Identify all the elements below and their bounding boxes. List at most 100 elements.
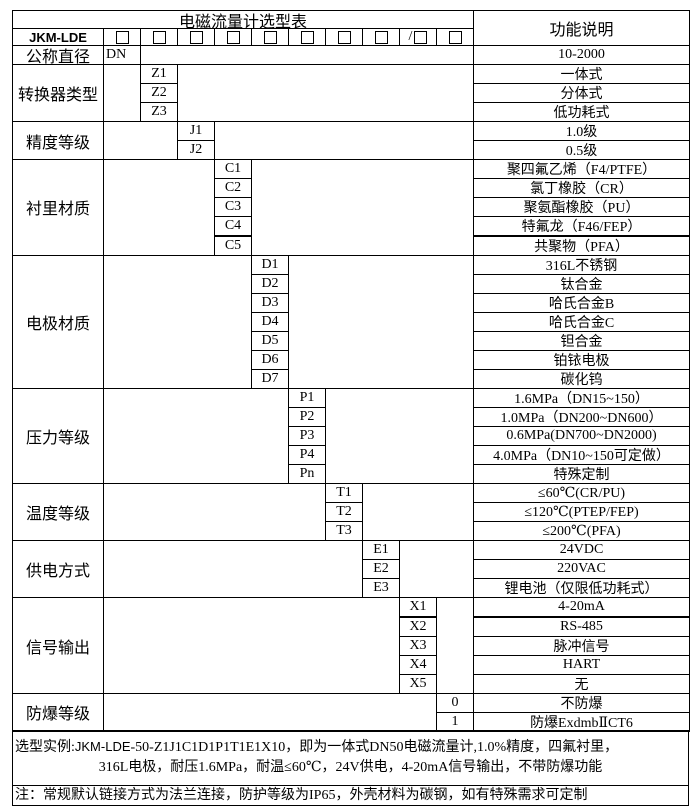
- option-code: D3: [251, 292, 289, 313]
- option-code: T1: [325, 483, 363, 504]
- option-code: Z3: [140, 102, 178, 123]
- checkbox-square-icon: [115, 30, 129, 44]
- blank-cell: [103, 692, 437, 732]
- option-function: 24VDC: [473, 540, 690, 561]
- option-function: 1.0MPa（DN200~DN600）: [473, 406, 690, 427]
- option-function: 不防爆: [473, 692, 690, 713]
- option-code: C1: [214, 159, 252, 180]
- code-slot: [103, 28, 141, 46]
- option-code: X5: [399, 673, 437, 694]
- checkbox-square-icon: [337, 30, 351, 44]
- option-function: 防爆ExdmbⅡCT6: [473, 711, 690, 732]
- option-code: T3: [325, 521, 363, 542]
- option-code: C3: [214, 197, 252, 218]
- option-code: D5: [251, 330, 289, 351]
- option-function: 无: [473, 673, 690, 694]
- blank-cell: [436, 597, 474, 694]
- model-prefix: JKM-LDE: [12, 28, 104, 46]
- option-function: 316L不锈钢: [473, 254, 690, 275]
- category-label: 电极材质: [12, 254, 104, 389]
- option-code: C2: [214, 178, 252, 199]
- option-code: Z1: [140, 64, 178, 85]
- category-label: 转换器类型: [12, 64, 104, 123]
- checkbox-square-icon: [448, 30, 462, 44]
- code-slot: [362, 28, 400, 46]
- option-code: X1: [399, 597, 437, 618]
- checkbox-square-icon: [374, 30, 388, 44]
- option-function: 哈氏合金B: [473, 292, 690, 313]
- option-function: HART: [473, 654, 690, 675]
- option-function: 0.6MPa(DN700~DN2000): [473, 426, 690, 447]
- option-function: 分体式: [473, 83, 690, 104]
- code-slot: /: [399, 28, 437, 46]
- blank-cell: [103, 540, 363, 599]
- option-code: E1: [362, 540, 400, 561]
- option-function: 哈氏合金C: [473, 311, 690, 332]
- option-function: 铂铱电极: [473, 349, 690, 370]
- option-function: 低功耗式: [473, 102, 690, 123]
- blank-cell: [103, 387, 289, 485]
- option-function: 共聚物（PFA）: [473, 235, 690, 256]
- category-label: 压力等级: [12, 387, 104, 485]
- example-label: 选型实例:: [15, 740, 75, 755]
- option-code: 1: [436, 711, 474, 732]
- blank-cell: [399, 540, 474, 599]
- option-code: T2: [325, 502, 363, 523]
- code-slot: [288, 28, 326, 46]
- option-function: 1.0级: [473, 121, 690, 142]
- code-slot: [436, 28, 474, 46]
- option-function: 4.0MPa（DN10~150可定做）: [473, 445, 690, 466]
- category-label: 温度等级: [12, 483, 104, 542]
- code-slot: [177, 28, 215, 46]
- option-function: 氯丁橡胶（CR）: [473, 178, 690, 199]
- blank-cell: [251, 159, 474, 256]
- category-label: 信号输出: [12, 597, 104, 694]
- checkbox-square-icon: [152, 30, 166, 44]
- blank-cell: [325, 387, 474, 485]
- option-function: 碳化钨: [473, 368, 690, 389]
- option-function: RS-485: [473, 616, 690, 637]
- option-function: 钛合金: [473, 273, 690, 294]
- option-code: 0: [436, 692, 474, 713]
- option-code: P3: [288, 426, 326, 447]
- category-label: 精度等级: [12, 121, 104, 161]
- option-code: X2: [399, 616, 437, 637]
- blank-cell: [103, 64, 141, 123]
- option-code: D6: [251, 349, 289, 370]
- option-code: DN: [103, 45, 141, 66]
- option-code: Pn: [288, 464, 326, 485]
- option-function: ≤60℃(CR/PU): [473, 483, 690, 504]
- option-code: X3: [399, 635, 437, 656]
- option-function: 10-2000: [473, 45, 690, 66]
- blank-cell: [103, 254, 252, 389]
- option-code: P1: [288, 387, 326, 408]
- blank-cell: [288, 254, 474, 389]
- option-code: D2: [251, 273, 289, 294]
- table-title: 电磁流量计选型表: [12, 10, 474, 29]
- code-slot: [140, 28, 178, 46]
- option-function: 聚四氟乙烯（F4/PTFE）: [473, 159, 690, 180]
- option-function: 1.6MPa（DN15~150）: [473, 387, 690, 408]
- option-code: D7: [251, 368, 289, 389]
- option-code: D4: [251, 311, 289, 332]
- option-function: 脉冲信号: [473, 635, 690, 656]
- blank-cell: [103, 597, 400, 694]
- blank-cell: [140, 45, 474, 66]
- blank-cell: [103, 121, 178, 161]
- option-code: E2: [362, 559, 400, 580]
- option-code: X4: [399, 654, 437, 675]
- option-code: P2: [288, 406, 326, 427]
- checkbox-square-icon: [300, 30, 314, 44]
- category-label: 衬里材质: [12, 159, 104, 256]
- option-code: J2: [177, 140, 215, 161]
- option-function: 聚氨酯橡胶（PU）: [473, 197, 690, 218]
- option-function: 特氟龙（F46/FEP）: [473, 216, 690, 237]
- code-slot: [251, 28, 289, 46]
- category-label: 供电方式: [12, 540, 104, 599]
- checkbox-square-icon: [189, 30, 203, 44]
- function-header: 功能说明: [473, 10, 690, 46]
- option-function: ≤120℃(PTEP/FEP): [473, 502, 690, 523]
- option-code: P4: [288, 445, 326, 466]
- blank-cell: [103, 483, 326, 542]
- blank-cell: [214, 121, 474, 161]
